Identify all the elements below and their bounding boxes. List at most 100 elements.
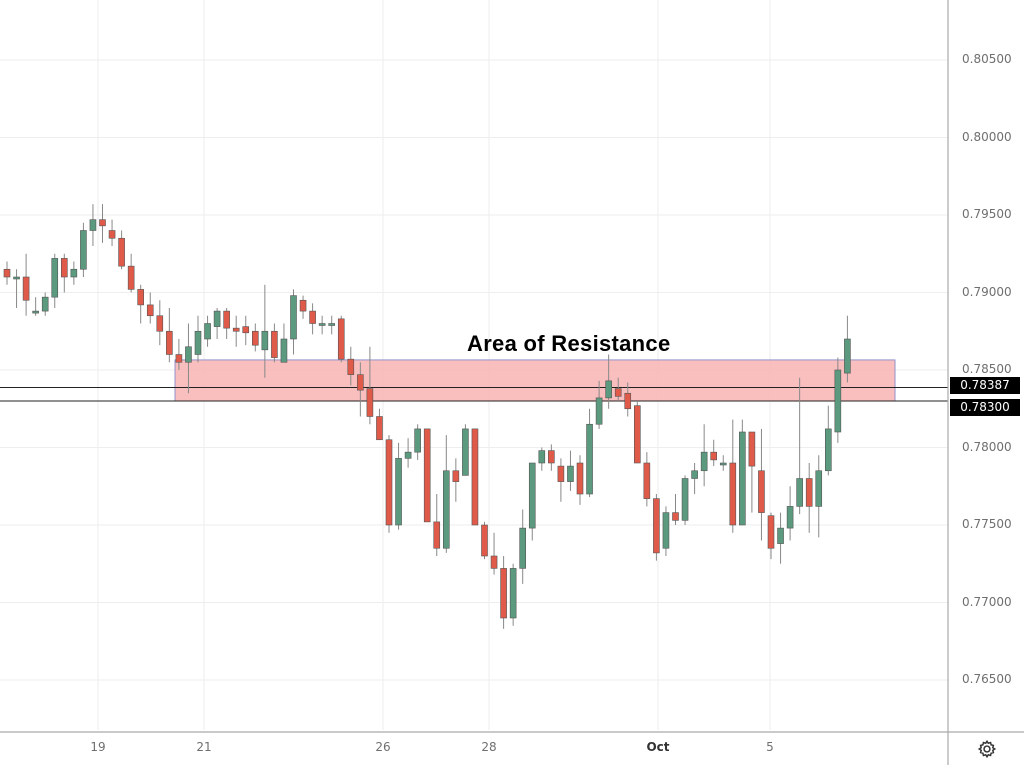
candle-up <box>786 506 794 529</box>
candle-down <box>643 462 651 499</box>
candle-down <box>60 258 68 278</box>
candle-down <box>767 515 775 549</box>
candle-down <box>653 498 660 554</box>
candle-down <box>548 450 555 464</box>
candle-down <box>118 237 125 267</box>
candle-down <box>471 428 479 526</box>
time-axis-label: Oct <box>646 740 670 754</box>
candle-down <box>805 478 813 507</box>
candle-up <box>538 450 546 464</box>
candle-up <box>719 462 727 466</box>
candle-up <box>395 458 402 526</box>
time-axis-label: 28 <box>481 740 497 754</box>
candle-up <box>824 428 832 472</box>
candle-up <box>318 323 326 326</box>
candle-down <box>614 388 622 397</box>
candle-down <box>242 326 250 334</box>
candle-down <box>452 470 460 482</box>
candle-up <box>280 338 288 363</box>
candle-up <box>185 346 192 363</box>
candle-up <box>796 478 803 507</box>
candle-up <box>519 527 527 569</box>
candle-down <box>357 374 364 391</box>
candle-up <box>213 310 221 327</box>
candle-up <box>700 451 708 472</box>
candle-up <box>595 397 603 425</box>
candle-down <box>624 392 632 410</box>
price-tag-lower: 0.78300 <box>950 399 1020 416</box>
candle-up <box>815 470 823 507</box>
candle-down <box>500 568 507 619</box>
candle-up <box>328 323 336 326</box>
candle-up <box>41 296 49 312</box>
price-axis-label: 0.77000 <box>962 594 1012 609</box>
candle-down <box>490 555 498 569</box>
settings-button[interactable] <box>976 738 998 760</box>
candle-up <box>586 423 593 495</box>
candle-up <box>567 465 574 482</box>
candle-up <box>261 330 269 351</box>
candle-down <box>385 439 393 526</box>
candle-up <box>528 462 536 529</box>
time-axis-label: 19 <box>90 740 106 754</box>
candle-down <box>576 462 584 495</box>
candle-down <box>309 310 316 324</box>
candle-up <box>442 470 450 549</box>
resistance-zone <box>174 359 896 402</box>
candle-down <box>3 268 11 278</box>
candle-down <box>672 512 679 521</box>
candle-up <box>414 428 421 453</box>
candle-up <box>51 258 59 298</box>
candle-up <box>194 330 202 355</box>
candle-down <box>232 327 240 332</box>
candle-down <box>146 304 154 317</box>
candle-down <box>299 299 307 312</box>
candle-up <box>509 568 517 619</box>
candle-up <box>204 323 211 340</box>
candle-up <box>834 369 842 433</box>
candle-down <box>433 521 441 549</box>
candle-down <box>223 310 230 329</box>
candle-down <box>710 451 718 461</box>
price-axis-label: 0.80500 <box>962 52 1012 66</box>
candle-down <box>366 388 374 417</box>
time-axis-label: 26 <box>375 740 391 754</box>
candle-down <box>633 405 641 464</box>
price-axis-label: 0.76500 <box>962 672 1012 686</box>
candle-down <box>376 416 383 441</box>
price-axis-label: 0.79000 <box>962 284 1012 299</box>
candle-up <box>739 431 746 526</box>
candle-down <box>99 219 106 227</box>
candle-up <box>404 451 412 459</box>
candle-up <box>691 470 698 479</box>
candle-up <box>462 428 469 476</box>
candle-up <box>89 219 97 231</box>
price-axis-label: 0.78000 <box>962 439 1012 454</box>
resistance-annotation-label: Area of Resistance <box>467 331 671 356</box>
candle-down <box>748 431 756 467</box>
candle-down <box>252 330 259 346</box>
candle-down <box>271 330 278 358</box>
candle-up <box>662 512 670 549</box>
candle-up <box>70 268 78 278</box>
candle-up <box>32 310 39 314</box>
price-axis-label: 0.80000 <box>962 129 1012 144</box>
candle-down <box>347 358 355 375</box>
candle-down <box>423 428 431 523</box>
candle-up <box>290 295 297 340</box>
candle-down <box>337 318 345 360</box>
candle-up <box>681 478 689 521</box>
candle-down <box>166 330 173 355</box>
candle-down <box>137 289 144 306</box>
candle-down <box>175 354 183 363</box>
candle-up <box>80 230 87 270</box>
candle-up <box>13 276 20 280</box>
candle-down <box>108 230 116 239</box>
candle-down <box>481 524 488 557</box>
gear-icon <box>977 739 997 759</box>
price-axis-label: 0.79500 <box>962 207 1012 221</box>
candle-up <box>605 380 612 399</box>
time-axis-label: 21 <box>196 740 212 754</box>
